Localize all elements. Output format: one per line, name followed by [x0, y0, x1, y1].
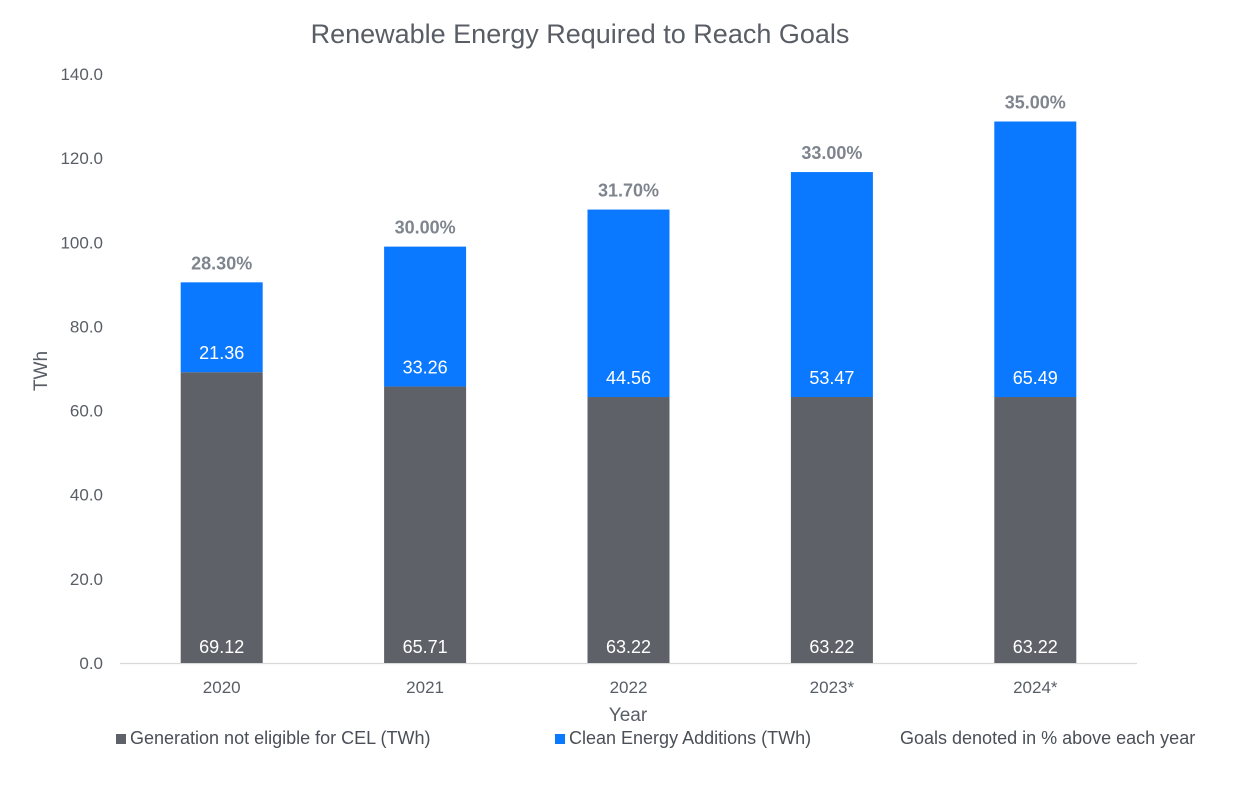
x-tick-label: 2021: [406, 678, 444, 697]
chart-title: Renewable Energy Required to Reach Goals: [311, 19, 850, 49]
y-tick-label: 60.0: [70, 402, 103, 421]
goal-label: 33.00%: [801, 143, 862, 163]
y-tick-label: 100.0: [60, 233, 103, 252]
data-label-clean-energy: 53.47: [809, 368, 854, 388]
plot-area: 0.0 20.0 40.0 60.0 80.0 100.0 120.0 140.0 69.12 2…: [60, 65, 1137, 697]
legend-label-generation: Generation not eligible for CEL (TWh): [130, 728, 431, 748]
y-tick-label: 40.0: [70, 486, 103, 505]
legend-item-generation: Generation not eligible for CEL (TWh): [116, 728, 430, 749]
bar-clean-energy: [587, 209, 670, 398]
data-label-clean-energy: 33.26: [403, 358, 448, 378]
data-label-generation: 63.22: [1013, 637, 1058, 657]
y-axis-label: TWh: [31, 351, 52, 391]
goal-label: 30.00%: [395, 218, 456, 238]
x-tick-label: 2022: [610, 678, 648, 697]
goal-label: 35.00%: [1005, 92, 1066, 112]
goal-label: 31.70%: [598, 181, 659, 201]
bar-generation: [790, 397, 873, 663]
data-label-clean-energy: 65.49: [1013, 368, 1058, 388]
bar-generation: [994, 397, 1077, 663]
x-tick-label: 2024*: [1013, 678, 1058, 697]
data-label-generation: 63.22: [606, 637, 651, 657]
y-tick-label: 140.0: [60, 65, 103, 84]
bar-generation: [180, 372, 263, 663]
y-tick-label: 0.0: [79, 654, 103, 673]
data-label-generation: 69.12: [199, 637, 244, 657]
legend-note: Goals denoted in % above each year: [900, 728, 1195, 749]
y-tick-label: 20.0: [70, 570, 103, 589]
data-label-generation: 65.71: [403, 637, 448, 657]
bar-generation: [587, 397, 670, 663]
bar-generation: [384, 386, 467, 663]
x-tick-label: 2023*: [810, 678, 855, 697]
y-tick-label: 120.0: [60, 149, 103, 168]
bar-clean-energy: [180, 282, 263, 373]
goal-label: 28.30%: [191, 253, 252, 273]
x-axis-label: Year: [609, 705, 648, 726]
legend-item-clean-energy: Clean Energy Additions (TWh): [555, 728, 811, 749]
y-tick-label: 80.0: [70, 317, 103, 336]
data-label-generation: 63.22: [809, 637, 854, 657]
data-label-clean-energy: 21.36: [199, 343, 244, 363]
x-tick-label: 2020: [203, 678, 241, 697]
bar-clean-energy: [384, 246, 467, 387]
legend-swatch-clean-energy: [555, 733, 565, 744]
bar-clean-energy: [790, 172, 873, 398]
legend-swatch-generation: [116, 733, 126, 744]
legend: Generation not eligible for CEL (TWh) Cl…: [0, 728, 1247, 752]
legend-note-text: Goals denoted in % above each year: [900, 728, 1196, 748]
bar-clean-energy: [994, 121, 1077, 398]
legend-label-clean-energy: Clean Energy Additions (TWh): [569, 728, 812, 748]
data-label-clean-energy: 44.56: [606, 368, 651, 388]
